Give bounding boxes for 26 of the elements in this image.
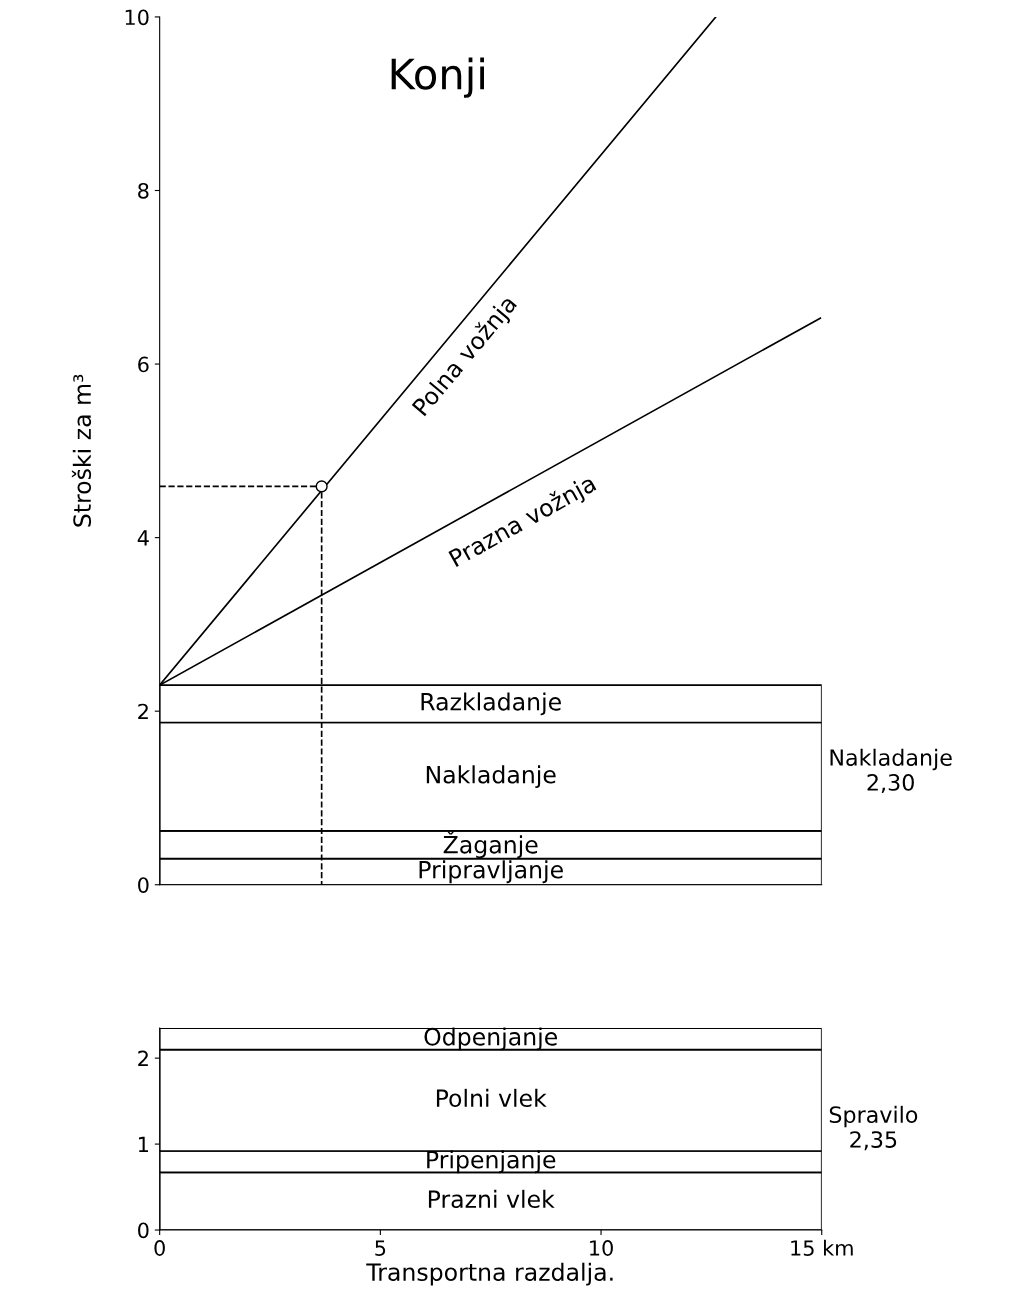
band-label: Pripravljanje — [419, 860, 563, 884]
x-tick-label: 0 — [154, 1240, 165, 1256]
x-tick-label: 5 — [375, 1240, 386, 1256]
text: Nakladanje 2,30 — [830, 748, 952, 794]
x-tick-label: 15 km — [791, 1239, 853, 1256]
band-label: Razkladanje — [421, 692, 561, 716]
band-label: Žaganje — [443, 831, 538, 859]
y-tick-label: 2 — [138, 1050, 148, 1067]
y-tick-label: 10 — [125, 9, 149, 26]
text: Spravilo 2,35 — [829, 1105, 918, 1151]
band-label: Odpenjanje — [424, 1027, 558, 1051]
x-tick-label: 10 — [590, 1240, 613, 1256]
y-tick-label: 0 — [138, 1222, 149, 1239]
band-label: Nakladanje — [426, 765, 556, 789]
y-tick-label: 1 — [138, 1136, 149, 1152]
y-axis-title: Stroški za m³ — [71, 374, 92, 527]
band-label: Polni vlek — [436, 1088, 547, 1108]
y-tick-label: 0 — [138, 877, 149, 893]
y-tick-label: 4 — [137, 530, 149, 546]
text: Konji — [391, 57, 484, 98]
x-axis-title: Transportna razdalja. — [366, 1262, 613, 1286]
y-tick-label: 8 — [138, 182, 149, 199]
y-tick-label: 6 — [138, 356, 149, 373]
y-tick-label: 2 — [138, 703, 148, 720]
band-label: Prazni vlek — [428, 1189, 555, 1209]
band-label: Pripenjanje — [427, 1150, 556, 1174]
